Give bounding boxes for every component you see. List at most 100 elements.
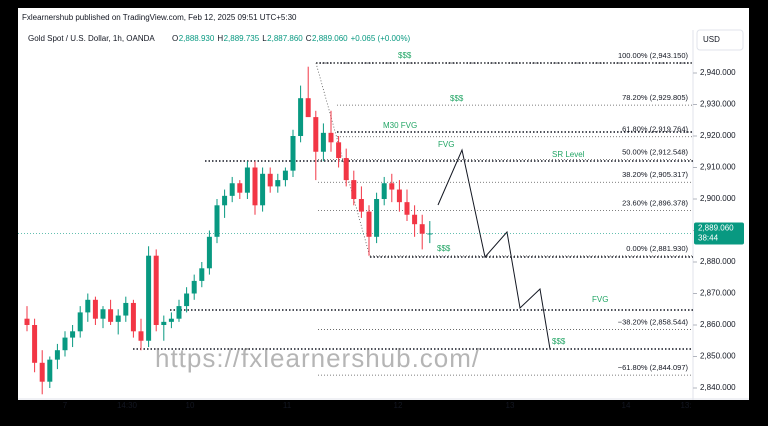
fib-label: 78.20% (2,929.805)	[622, 93, 688, 102]
y-tick-label: 2,940.000	[700, 68, 736, 77]
fib-label: 100.00% (2,943.150)	[618, 51, 689, 60]
currency-box	[696, 29, 744, 51]
fib-label: 61.80% (2,919.764)	[622, 125, 688, 134]
candle-body	[184, 293, 190, 307]
fib-label: 50.00% (2,912.548)	[622, 147, 688, 156]
annotation: M30 FVG	[383, 121, 417, 130]
candle-body	[237, 183, 243, 193]
candle-body	[305, 98, 311, 118]
candle-body	[389, 183, 395, 190]
candle-body	[32, 325, 38, 363]
candle-body	[419, 224, 425, 234]
candle-body	[320, 132, 326, 152]
y-tick-label: 2,880.000	[700, 257, 736, 266]
candle-body	[244, 167, 250, 193]
ohlc-h: 2,889.735	[224, 34, 260, 43]
candle-body	[351, 180, 357, 199]
projection-path	[437, 148, 551, 350]
symbol: Gold Spot / U.S. Dollar, 1h, OANDA	[28, 34, 155, 43]
candle-body	[108, 309, 114, 322]
annotation: $$$	[437, 244, 451, 253]
candle-body	[191, 280, 197, 294]
candle-body	[222, 195, 228, 206]
candle-body	[130, 302, 136, 332]
price-tag	[694, 222, 744, 245]
ohlc-l: 2,887.860	[267, 34, 303, 43]
candle-body	[62, 337, 68, 351]
y-tick-label: 2,860.000	[700, 320, 736, 329]
annotation: FVG	[592, 295, 608, 304]
y-tick-label: 2,930.000	[700, 100, 736, 109]
ohlc-o: 2,888.930	[179, 34, 215, 43]
candle-body	[70, 331, 76, 338]
candle-body	[358, 199, 364, 212]
fib-label: −61.80% (2,844.097)	[618, 363, 689, 372]
candle-body	[381, 183, 387, 199]
candle-body	[77, 312, 83, 332]
ohlc-h-label: H	[217, 34, 223, 43]
candle-body	[267, 173, 273, 187]
fib-label: 38.20% (2,905.317)	[622, 170, 688, 179]
price-tag-countdown: 38:44	[698, 234, 719, 243]
ohlc-c: 2,889.060	[312, 34, 348, 43]
publisher: Fxlearnershub published on TradingView.c…	[22, 13, 297, 22]
candle-body	[54, 350, 60, 360]
x-tick-label: 7	[63, 401, 68, 410]
candle-body	[328, 132, 334, 143]
x-tick-label: 11	[283, 401, 292, 410]
ohlc-l-label: L	[262, 34, 267, 43]
x-tick-label: 12	[394, 401, 403, 410]
candle-body	[396, 189, 402, 203]
fib-label: 23.60% (2,896.378)	[622, 198, 688, 207]
candle-body	[138, 331, 144, 341]
candle-body	[123, 302, 129, 316]
candle-body	[313, 117, 319, 152]
fib-label: −38.20% (2,858.544)	[618, 318, 689, 327]
candle-body	[153, 255, 159, 325]
x-tick-label: 13:	[680, 401, 691, 410]
candle-body	[229, 183, 235, 196]
candle-body	[214, 205, 220, 237]
candle-body	[252, 167, 258, 206]
candle-body	[47, 359, 53, 382]
candle-body	[92, 299, 98, 319]
candle-body	[168, 318, 174, 322]
annotation: $$$	[450, 94, 464, 103]
y-tick-label: 2,900.000	[700, 194, 736, 203]
candle-body	[427, 233, 433, 235]
annotation: $$$	[398, 51, 412, 60]
candle-body	[366, 211, 372, 237]
y-tick-label: 2,840.000	[700, 383, 736, 392]
candle-body	[115, 315, 121, 322]
candle-body	[343, 158, 349, 181]
ohlc-change: +0.065 (+0.00%)	[351, 34, 411, 43]
annotation: $$$	[552, 337, 566, 346]
candle-body	[85, 299, 91, 313]
y-tick-label: 2,910.000	[700, 163, 736, 172]
candle-body	[176, 306, 182, 319]
candle-body	[275, 180, 281, 187]
y-tick-label: 2,920.000	[700, 131, 736, 140]
currency: USD	[703, 35, 720, 44]
price-tag-value: 2,889.060	[698, 224, 734, 233]
candle-body	[39, 362, 45, 382]
ohlc-c-label: C	[306, 34, 312, 43]
plot: 100.00% (2,943.150) 78.20% (2,929.805) 61.…	[18, 51, 693, 395]
watermark: https://fxlearnershub.com/	[155, 343, 480, 373]
candle-body	[336, 142, 342, 159]
y-tick-label: 2,870.000	[700, 289, 736, 298]
x-tick-label: 14	[622, 401, 631, 410]
ohlc-readout: O 2,888.930 H 2,889.735 L 2,887.860 C 2,889.060…	[172, 34, 411, 43]
candle-body	[374, 199, 380, 237]
candle-body	[260, 173, 266, 206]
x-tick-label: 10	[186, 401, 195, 410]
candle-body	[282, 170, 288, 181]
x-tick-label: 14:30	[117, 401, 138, 410]
x-tick-label: 13	[506, 401, 515, 410]
candle-body	[146, 255, 152, 341]
candle-body	[298, 98, 304, 136]
candle-body	[206, 236, 212, 269]
candle-body	[100, 309, 106, 319]
candle-body	[404, 202, 410, 215]
